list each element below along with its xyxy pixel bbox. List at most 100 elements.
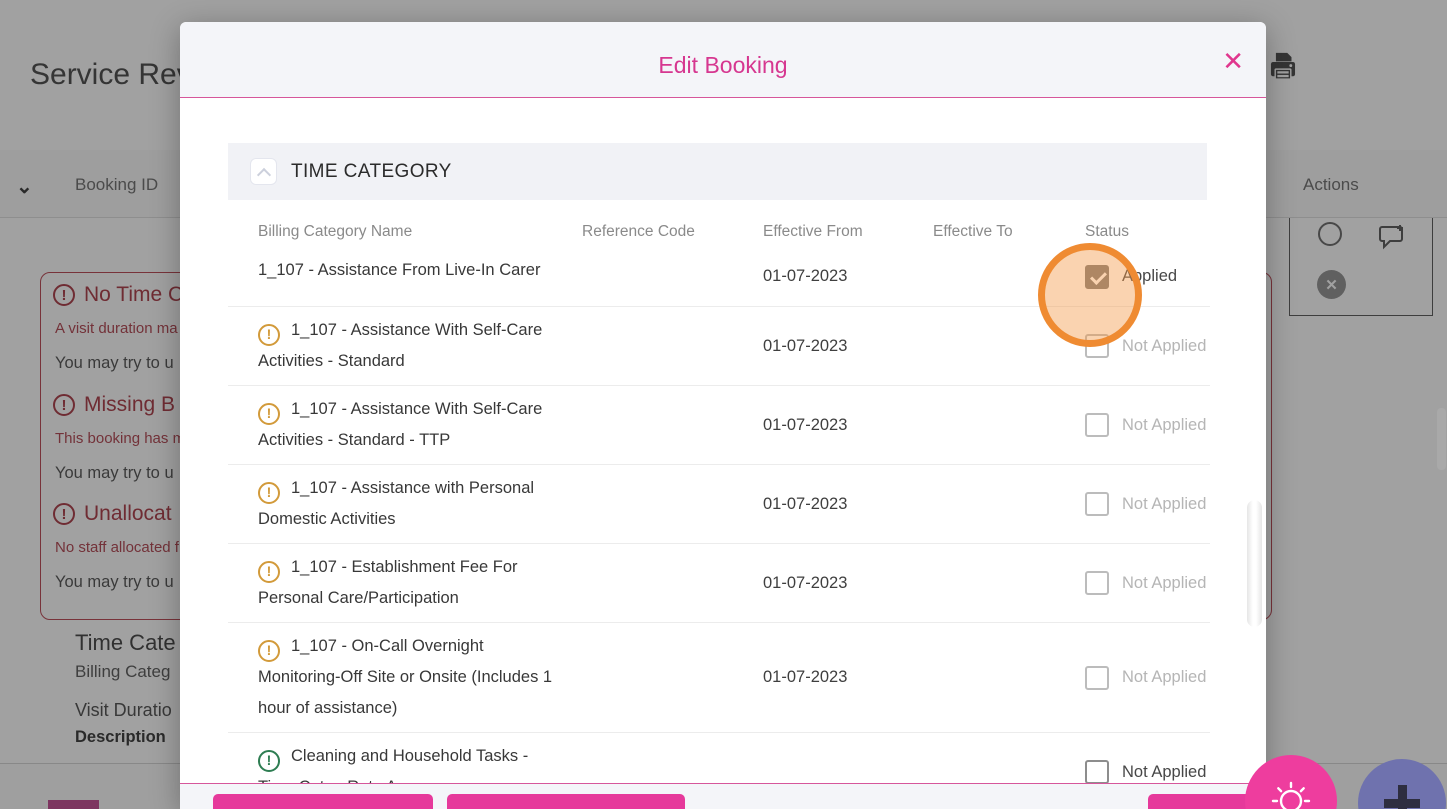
collapse-icon[interactable] <box>250 158 277 185</box>
time-category-table: Billing Category Name Reference Code Eff… <box>228 200 1210 809</box>
comment-icon[interactable] <box>1378 224 1406 255</box>
reference-code <box>582 386 763 464</box>
effective-from: 01-07-2023 <box>763 668 848 686</box>
modal-header: Edit Booking ✕ <box>180 22 1266 98</box>
error-title: ! Missing B <box>53 393 185 417</box>
billing-category-name: ! 1_107 - Assistance With Self-Care Activ… <box>258 321 543 370</box>
modal-footer <box>180 783 1266 809</box>
footer-button-1[interactable] <box>213 794 433 809</box>
effective-to <box>933 623 1085 732</box>
billing-category-name: ! 1_107 - On-Call Overnight Monitoring-Of… <box>258 637 553 717</box>
applied-checkbox[interactable] <box>1085 665 1109 690</box>
status-label: Not Applied <box>1122 494 1207 513</box>
error-detail: This booking has m <box>55 430 186 447</box>
print-icon[interactable] <box>1266 50 1300 89</box>
table-row: ! 1_107 - Assistance With Self-Care Activ… <box>228 386 1210 465</box>
modal-scrollbar[interactable] <box>1247 500 1262 627</box>
status-cell: Not Applied <box>1085 544 1210 622</box>
col-billing-category-name: Billing Category Name <box>258 223 413 240</box>
detail-heading: Time Cate <box>75 630 176 655</box>
effective-to <box>933 247 1085 306</box>
section-time-category[interactable]: TIME CATEGORY <box>228 143 1207 200</box>
close-icon[interactable]: ✕ <box>1222 46 1244 76</box>
error-icon: ! <box>53 394 75 416</box>
col-reference-code: Reference Code <box>582 223 695 240</box>
applied-checkbox[interactable] <box>1085 264 1109 289</box>
warning-icon: ! <box>258 639 280 662</box>
detail-line2: Description <box>75 728 166 746</box>
status-cell: Not Applied <box>1085 465 1210 543</box>
table-row: ! 1_107 - Assistance With Self-Care Activ… <box>228 307 1210 386</box>
error-icon: ! <box>53 503 75 525</box>
status-label: Not Applied <box>1122 415 1207 434</box>
background-button[interactable] <box>48 800 99 809</box>
page-scrollbar[interactable] <box>1437 408 1446 470</box>
actions-cell: ✕ <box>1289 218 1433 316</box>
status-cell: Not Applied <box>1085 307 1210 385</box>
effective-from: 01-07-2023 <box>763 267 848 285</box>
applied-checkbox[interactable] <box>1085 571 1109 595</box>
table-row: ! 1_107 - Establishment Fee For Personal … <box>228 544 1210 623</box>
reference-code <box>582 307 763 385</box>
warning-icon: ! <box>258 481 280 504</box>
remove-icon[interactable]: ✕ <box>1317 270 1346 299</box>
status-label: Not Applied <box>1122 336 1207 355</box>
col-effective-from: Effective From <box>763 223 863 240</box>
status-label: Not Applied <box>1122 762 1207 781</box>
warning-icon: ! <box>258 323 280 346</box>
error-hint: You may try to u <box>55 354 174 372</box>
status-cell: Not Applied <box>1085 386 1210 464</box>
reference-code <box>582 465 763 543</box>
error-detail: No staff allocated f <box>55 539 179 556</box>
reference-code <box>582 247 763 306</box>
page-title: Service Rev <box>30 58 192 91</box>
status-cell: Not Applied <box>1085 733 1210 809</box>
effective-to <box>933 465 1085 543</box>
status-label: Applied <box>1122 267 1178 285</box>
error-detail: A visit duration ma <box>55 320 178 337</box>
applied-checkbox[interactable] <box>1085 492 1109 516</box>
reference-code <box>582 544 763 622</box>
detail-line1: Visit Duratio <box>75 700 172 720</box>
billing-category-name: ! 1_107 - Establishment Fee For Personal … <box>258 558 518 607</box>
effective-from: 01-07-2023 <box>763 573 848 592</box>
sun-icon <box>1271 781 1311 809</box>
modal-title: Edit Booking <box>658 52 788 78</box>
table-row: 1_107 - Assistance From Live-In Carer 01… <box>228 247 1210 307</box>
effective-from: 01-07-2023 <box>763 494 848 513</box>
error-hint: You may try to u <box>55 464 174 482</box>
applied-checkbox[interactable] <box>1085 760 1109 784</box>
status-label: Not Applied <box>1122 668 1207 686</box>
detail-subheading: Billing Categ <box>75 662 171 681</box>
status-label: Not Applied <box>1122 573 1207 592</box>
chevron-down-icon[interactable]: ⌄ <box>16 176 33 198</box>
table-row: ! 1_107 - On-Call Overnight Monitoring-Of… <box>228 623 1210 733</box>
reference-code <box>582 623 763 732</box>
effective-from: 01-07-2023 <box>763 336 848 355</box>
effective-to <box>933 307 1085 385</box>
section-title: TIME CATEGORY <box>291 160 452 182</box>
applied-checkbox[interactable] <box>1085 413 1109 437</box>
footer-button-3[interactable] <box>1148 794 1266 809</box>
column-header-booking-id[interactable]: Booking ID <box>75 175 159 194</box>
warning-icon: ! <box>258 402 280 425</box>
history-icon[interactable] <box>1318 222 1342 246</box>
warning-icon-green: ! <box>258 749 280 772</box>
effective-from: 01-07-2023 <box>763 415 848 434</box>
billing-category-name: 1_107 - Assistance From Live-In Carer <box>258 261 541 279</box>
error-title: ! Unallocat <box>53 502 179 526</box>
applied-checkbox[interactable] <box>1085 334 1109 358</box>
column-header-actions: Actions <box>1303 175 1359 194</box>
error-hint: You may try to u <box>55 573 174 591</box>
col-effective-to: Effective To <box>933 223 1013 240</box>
plus-icon <box>1384 785 1420 809</box>
billing-category-name: ! 1_107 - Assistance With Self-Care Activ… <box>258 400 543 449</box>
col-status: Status <box>1085 223 1129 240</box>
billing-category-name: ! 1_107 - Assistance with Personal Domest… <box>258 479 535 528</box>
error-icon: ! <box>53 284 75 306</box>
warning-icon: ! <box>258 560 280 583</box>
effective-to <box>933 544 1085 622</box>
footer-button-2[interactable] <box>447 794 685 809</box>
table-header-row: Billing Category Name Reference Code Eff… <box>228 217 1210 247</box>
